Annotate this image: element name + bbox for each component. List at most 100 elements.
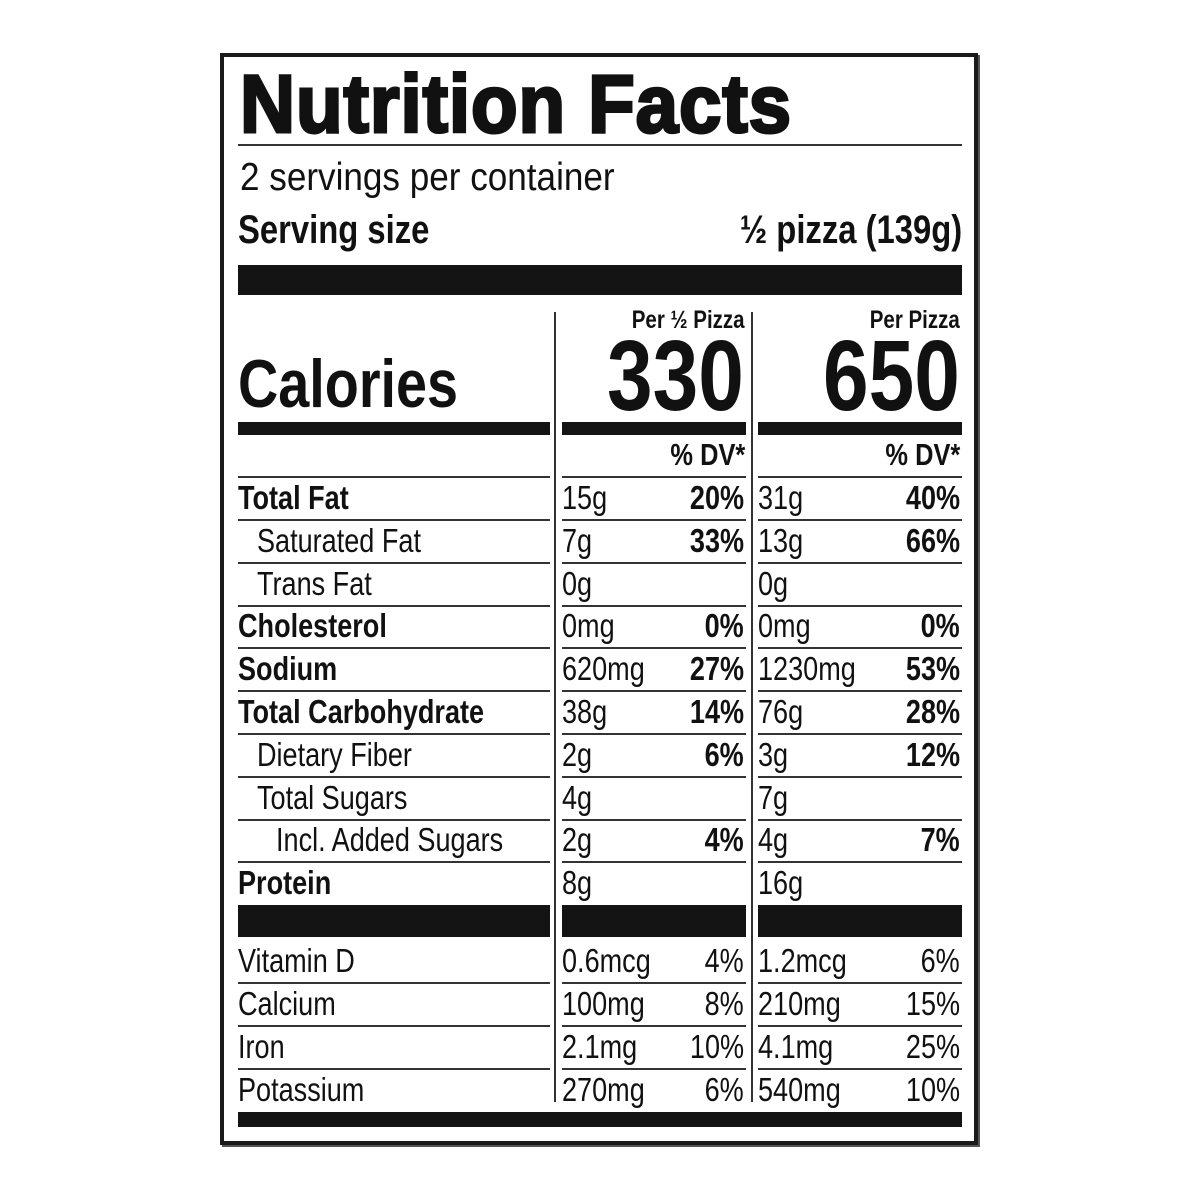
row-divider [238, 1025, 550, 1027]
row-divider [238, 647, 550, 650]
serving-size-label-text: Serving size [238, 208, 430, 252]
percent-dv: 4% [696, 819, 744, 861]
amount: 540mg [758, 1069, 859, 1111]
nutrient-name-text: Total Carbohydrate [238, 693, 485, 730]
nutrient-name: Sodium [238, 648, 359, 690]
percent-dv-text: 53% [905, 650, 960, 688]
amount-text: 38g [562, 693, 608, 730]
thick-divider [238, 422, 550, 435]
nutrient-row: Saturated Fat 7g 33% 13g 66% [0, 520, 1200, 564]
row-divider [758, 1025, 962, 1027]
row-divider [758, 690, 962, 693]
row-divider [238, 604, 550, 607]
amount: 2.1mg [562, 1026, 654, 1068]
amount: 1.2mcg [758, 940, 866, 982]
row-divider [562, 519, 746, 521]
percent-dv: 40% [894, 477, 960, 519]
row-divider [238, 775, 550, 778]
percent-dv: 27% [678, 648, 744, 690]
nutrient-row: Total Sugars 4g 7g [0, 777, 1200, 821]
amount-text: 3g [758, 735, 789, 773]
amount-text: 15g [562, 479, 608, 516]
row-divider [238, 476, 550, 478]
percent-dv: 6% [912, 940, 960, 982]
amount-text: 100mg [562, 985, 645, 1022]
row-divider [238, 733, 550, 735]
row-divider [238, 561, 550, 564]
percent-dv: 12% [894, 734, 960, 776]
amount-text: 0g [562, 564, 593, 602]
nutrient-row: Total Carbohydrate 38g 14% 76g 28% [0, 691, 1200, 735]
amount-text: 0mg [562, 607, 615, 645]
percent-dv-text: 25% [905, 1028, 960, 1065]
row-divider [758, 519, 962, 521]
servings-text: 2 servings per container [240, 156, 615, 199]
amount-text: 13g [758, 521, 804, 559]
amount: 38g [562, 691, 617, 733]
calories-value: 650 [823, 320, 960, 432]
amount: 15g [562, 477, 617, 519]
row-divider [562, 604, 746, 607]
nutrient-name: Total Fat [238, 477, 373, 519]
amount: 0.6mcg [562, 940, 670, 982]
nutrient-name: Dietary Fiber [257, 734, 446, 776]
row-divider [758, 647, 962, 650]
row-divider [238, 982, 550, 984]
dv-header-whole: % DV* [869, 437, 960, 473]
nutrient-name: Potassium [238, 1069, 392, 1111]
row-divider [758, 982, 962, 984]
percent-dv-text: 15% [905, 985, 960, 1022]
nutrient-name-text: Incl. Added Sugars [276, 821, 504, 859]
row-divider [758, 561, 962, 564]
percent-dv-text: 14% [689, 693, 744, 730]
amount: 210mg [758, 983, 859, 1025]
amount: 620mg [562, 648, 663, 690]
nutrient-name-text: Dietary Fiber [257, 735, 412, 773]
nutrient-name-text: Iron [238, 1028, 285, 1065]
serving-size-value-text: ½ pizza (139g) [739, 208, 962, 252]
column-header-text: Per Pizza [869, 306, 960, 334]
amount-text: 2.1mg [562, 1028, 638, 1065]
amount: 1230mg [758, 648, 877, 690]
divider [238, 144, 962, 146]
nutrient-row: Vitamin D 0.6mcg 4% 1.2mcg 6% [0, 940, 1200, 984]
percent-dv: 0% [912, 605, 960, 647]
row-divider [238, 690, 550, 693]
amount-text: 8g [562, 864, 593, 902]
amount: 3g [758, 734, 795, 776]
row-divider [562, 733, 746, 735]
amount-text: 0mg [758, 607, 811, 645]
amount-text: 540mg [758, 1071, 841, 1108]
percent-dv-text: 27% [689, 650, 744, 688]
column-header-whole: Per Pizza [850, 306, 960, 335]
row-divider [238, 519, 550, 521]
percent-dv-text: 4% [704, 821, 744, 859]
amount-text: 2g [562, 735, 593, 773]
row-divider [562, 861, 746, 864]
amount-text: 0g [758, 564, 789, 602]
row-divider [238, 818, 550, 821]
amount: 0mg [562, 605, 626, 647]
percent-dv-text: 6% [920, 942, 960, 979]
dv-header-half: % DV* [654, 437, 745, 473]
amount: 76g [758, 691, 813, 733]
nutrient-name: Total Sugars [257, 777, 440, 819]
thick-divider [562, 422, 746, 435]
thick-divider [238, 265, 962, 295]
nutrient-row: Protein 8g 16g [0, 862, 1200, 905]
row-divider [562, 1025, 746, 1027]
percent-dv: 6% [696, 1069, 744, 1111]
column-divider [751, 312, 753, 1102]
nutrient-name-text: Saturated Fat [257, 521, 421, 559]
amount-text: 7g [758, 778, 789, 816]
amount: 4g [758, 819, 795, 861]
nutrient-name: Saturated Fat [257, 520, 457, 562]
row-divider [758, 733, 962, 735]
nutrient-row: Iron 2.1mg 10% 4.1mg 25% [0, 1026, 1200, 1070]
thick-divider [562, 905, 746, 937]
percent-dv-text: 10% [905, 1071, 960, 1108]
servings-per-container: 2 servings per container [240, 156, 656, 200]
percent-dv-text: 6% [704, 1071, 744, 1108]
percent-dv: 20% [678, 477, 744, 519]
